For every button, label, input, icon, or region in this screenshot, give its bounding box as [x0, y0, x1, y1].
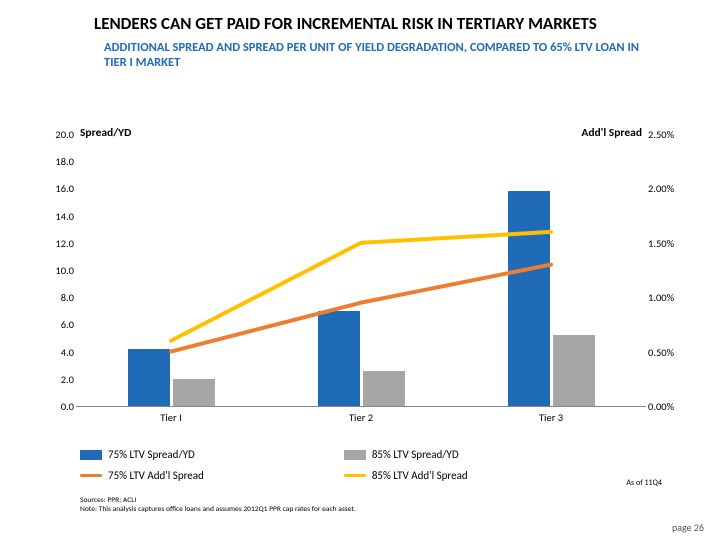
y-left-tick: 12.0	[44, 237, 74, 250]
baseline	[76, 406, 646, 407]
y-left-tick: 14.0	[44, 210, 74, 223]
footnote-source: Sources: PPR; ACLI	[80, 496, 356, 505]
x-tick: Tier I	[160, 411, 181, 424]
y-right-tick: 2.00%	[648, 182, 684, 195]
x-tick: Tier 3	[539, 411, 563, 424]
legend-label: 85% LTV Spread/YD	[372, 448, 459, 461]
x-tick: Tier 2	[349, 411, 373, 424]
y-right-tick: 0.50%	[648, 346, 684, 359]
y-left-tick: 10.0	[44, 264, 74, 277]
legend-label: 85% LTV Add'l Spread	[372, 469, 468, 482]
y-left-tick: 0.0	[44, 400, 74, 413]
legend-item: 75% LTV Spread/YD	[80, 448, 204, 461]
y-left-tick: 20.0	[44, 128, 74, 141]
y-left-tick: 16.0	[44, 182, 74, 195]
subtitle: ADDITIONAL SPREAD AND SPREAD PER UNIT OF…	[104, 40, 656, 71]
y-left-tick: 2.0	[44, 373, 74, 386]
chart-area: Spread/YD Add'l Spread 20.018.016.014.01…	[44, 134, 684, 424]
y-left-tick: 8.0	[44, 291, 74, 304]
y-left-tick: 4.0	[44, 346, 74, 359]
as-of-label: As of 11Q4	[626, 478, 662, 488]
footnote-note: Note: This analysis captures office loan…	[80, 505, 356, 514]
y-left-tick: 18.0	[44, 155, 74, 168]
chart-legend: 75% LTV Spread/YD 75% LTV Add'l Spread 85%…	[80, 448, 660, 482]
y-left-tick: 6.0	[44, 318, 74, 331]
y-right-tick: 1.00%	[648, 291, 684, 304]
legend-swatch	[344, 450, 366, 460]
legend-swatch	[344, 474, 366, 477]
legend-label: 75% LTV Add'l Spread	[108, 469, 204, 482]
y-right-tick: 2.50%	[648, 128, 684, 141]
page-number: page 26	[672, 521, 704, 534]
slide: LENDERS CAN GET PAID FOR INCREMENTAL RIS…	[0, 0, 720, 540]
y-right-tick: 0.00%	[648, 400, 684, 413]
legend-swatch	[80, 450, 102, 460]
footnote: Sources: PPR; ACLI Note: This analysis c…	[80, 496, 356, 514]
legend-swatch	[80, 474, 102, 477]
legend-label: 75% LTV Spread/YD	[108, 448, 195, 461]
legend-item: 85% LTV Add'l Spread	[344, 469, 468, 482]
y-right-tick: 1.50%	[648, 237, 684, 250]
legend-item: 75% LTV Add'l Spread	[80, 469, 204, 482]
legend-item: 85% LTV Spread/YD	[344, 448, 468, 461]
page-title: LENDERS CAN GET PAID FOR INCREMENTAL RIS…	[94, 14, 636, 34]
line-overlay	[76, 134, 646, 406]
